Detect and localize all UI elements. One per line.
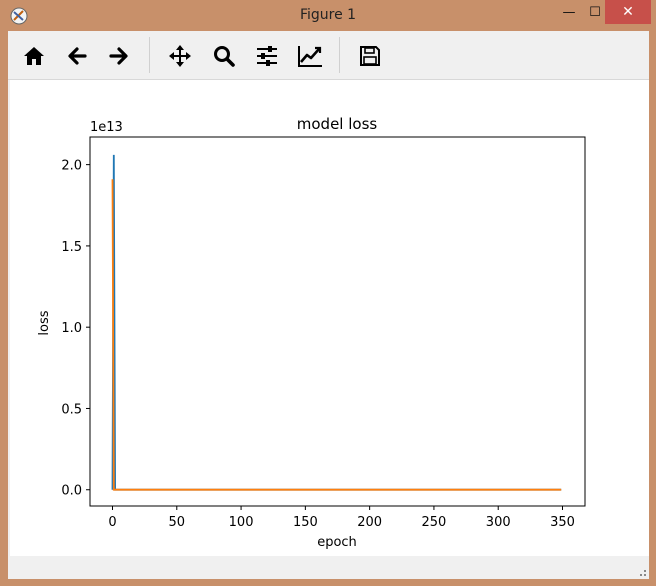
window-client-area: 0 50 100 150 200 250 300 350 0.0 0.5 1.0 1.5 2.0 mo… — [8, 31, 649, 579]
y-tick-label: 2.0 — [61, 159, 82, 174]
x-tick-label: 200 — [357, 515, 382, 530]
x-tick-label: 150 — [293, 515, 318, 530]
sliders-icon — [257, 46, 277, 66]
navigation-toolbar — [8, 31, 649, 80]
home-icon — [24, 47, 44, 65]
arrow-right-icon — [109, 47, 128, 65]
close-button[interactable]: ✕ — [605, 0, 651, 24]
resize-grip-icon[interactable] — [637, 567, 647, 577]
axes-frame — [89, 136, 586, 507]
x-tick-label: 50 — [169, 515, 186, 530]
x-axis-label: epoch — [317, 535, 357, 550]
y-tick-label: 0.5 — [61, 402, 82, 417]
x-tick-label: 250 — [422, 515, 447, 530]
maximize-button[interactable]: ☐ — [589, 4, 601, 20]
chart-title: model loss — [297, 115, 378, 133]
figure-canvas[interactable]: 0 50 100 150 200 250 300 350 0.0 0.5 1.0 1.5 2.0 mo… — [10, 80, 649, 556]
line-chart-icon — [298, 46, 322, 67]
y-axis-label: loss — [37, 310, 52, 335]
x-tick-label: 300 — [486, 515, 511, 530]
arrow-left-icon — [68, 47, 87, 65]
floppy-disk-icon — [360, 46, 380, 66]
back-button[interactable] — [60, 39, 94, 73]
window-title: Figure 1 — [299, 7, 357, 23]
customize-button[interactable] — [293, 39, 327, 73]
home-button[interactable] — [17, 39, 51, 73]
series-layer — [111, 154, 562, 491]
x-tick-label: 100 — [229, 515, 254, 530]
x-tick-label: 350 — [550, 515, 575, 530]
toolbar-separator — [339, 37, 340, 73]
pan-button[interactable] — [163, 39, 197, 73]
title-bar[interactable]: Figure 1 — ☐ ✕ — [0, 0, 656, 31]
toolbar-separator — [149, 37, 150, 73]
zoom-button[interactable] — [207, 39, 241, 73]
x-ticks: 0 50 100 150 200 250 300 350 — [108, 506, 575, 530]
y-tick-label: 0.0 — [61, 484, 82, 499]
subplots-button[interactable] — [250, 39, 284, 73]
loss-chart: 0 50 100 150 200 250 300 350 0.0 0.5 1.0 1.5 2.0 mo… — [37, 115, 586, 550]
y-tick-label: 1.5 — [61, 240, 82, 255]
save-button[interactable] — [353, 39, 387, 73]
minimize-button[interactable]: — — [562, 4, 576, 20]
matplotlib-app-icon[interactable] — [10, 7, 28, 25]
y-offset-label: 1e13 — [90, 120, 123, 135]
forward-button[interactable] — [102, 39, 136, 73]
move-icon — [169, 45, 191, 67]
series-line-2 — [111, 179, 562, 491]
x-tick-label: 0 — [108, 515, 116, 530]
y-tick-label: 1.0 — [61, 321, 82, 336]
magnifier-icon — [214, 46, 235, 67]
status-bar — [8, 556, 649, 579]
series-line-1 — [111, 154, 562, 491]
y-ticks: 0.0 0.5 1.0 1.5 2.0 — [61, 159, 90, 499]
